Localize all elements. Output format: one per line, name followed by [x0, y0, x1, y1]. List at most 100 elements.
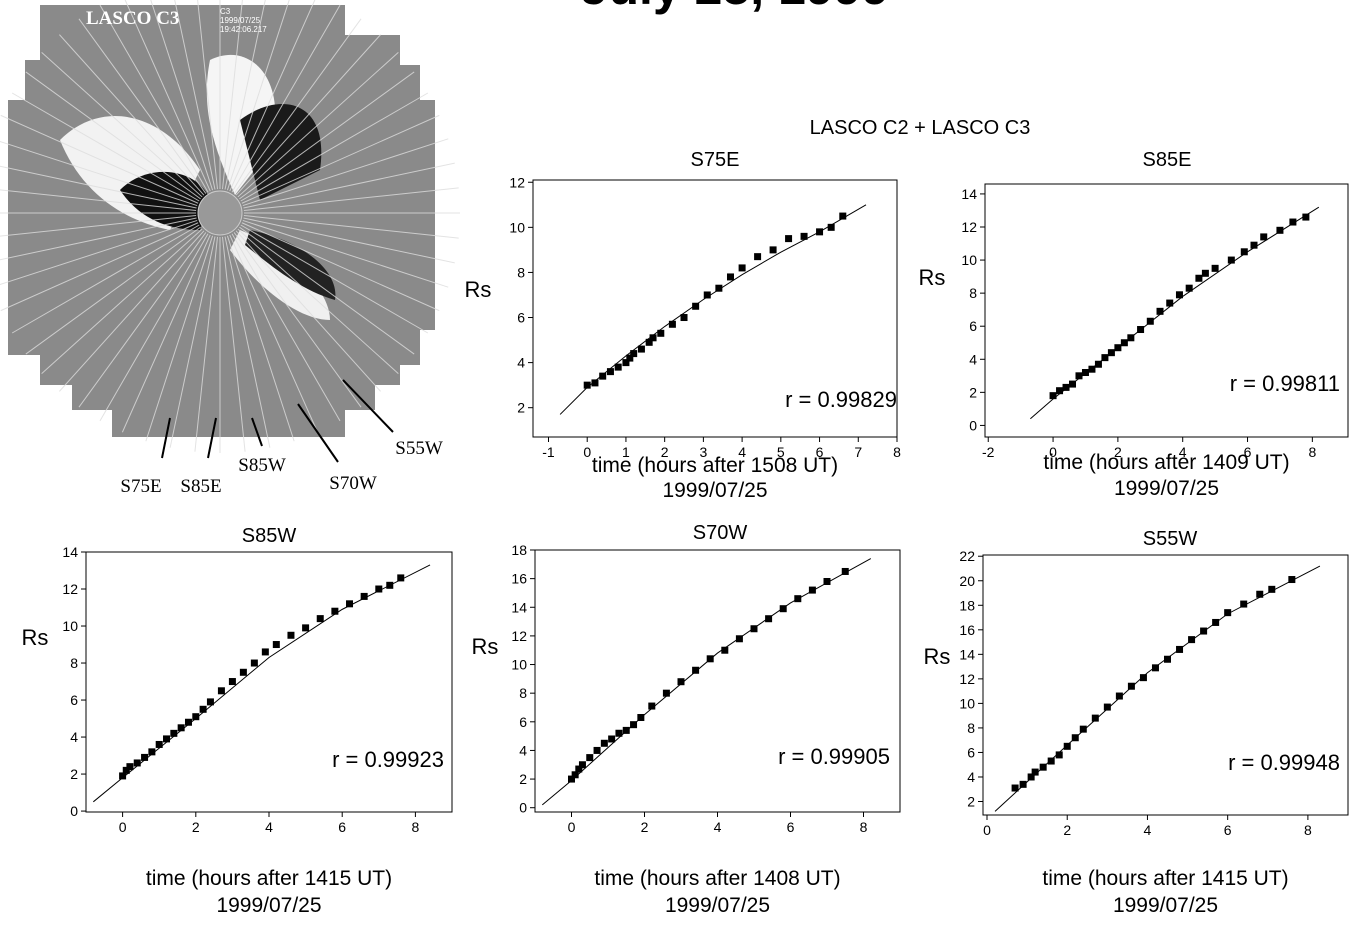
x-tick-label: 2: [661, 444, 669, 460]
data-point: [1081, 369, 1089, 377]
y-tick-label: 12: [511, 628, 527, 644]
data-point: [1127, 334, 1135, 342]
data-point: [1031, 768, 1039, 776]
ray: [0, 165, 197, 209]
ray: [0, 140, 198, 207]
data-point: [1019, 780, 1027, 788]
y-tick-label: 8: [969, 285, 977, 301]
data-point: [1201, 269, 1209, 277]
y-tick-label: 0: [519, 800, 527, 816]
data-point: [346, 600, 354, 608]
ray: [78, 232, 207, 408]
data-point: [206, 698, 214, 706]
data-point: [692, 666, 700, 674]
data-point: [250, 659, 258, 667]
ray: [99, 4, 209, 193]
occulter: [197, 190, 243, 236]
ray: [239, 71, 415, 200]
data-point: [1175, 291, 1183, 299]
ray: [242, 219, 449, 288]
data-point: [217, 687, 225, 695]
x-axis-label: time (hours after 1409 UT): [1043, 451, 1289, 474]
ray: [235, 230, 381, 392]
ray: [240, 224, 429, 334]
data-point: [1101, 354, 1109, 362]
x-tick-label: 0: [119, 819, 127, 835]
ray: [59, 230, 205, 392]
y-axis-label: Rs: [472, 634, 499, 659]
ray: [229, 234, 319, 433]
ray: [231, 4, 341, 193]
date-label: 1999/07/25: [1114, 477, 1219, 500]
x-tick-label: 3: [699, 444, 707, 460]
data-point: [1115, 692, 1123, 700]
data-point: [126, 763, 134, 771]
x-tick-label: 4: [1179, 444, 1187, 460]
data-point: [1114, 344, 1122, 352]
ray: [59, 34, 205, 196]
data-point: [1164, 655, 1172, 663]
ray: [237, 52, 399, 198]
data-point: [148, 748, 156, 756]
data-point: [841, 567, 849, 575]
chart-title: S75E: [691, 149, 740, 171]
data-point: [645, 338, 653, 346]
x-tick-label: 6: [338, 819, 346, 835]
plot-frame: [982, 554, 1349, 816]
x-tick-label: 0: [583, 444, 591, 460]
x-tick-label: 6: [1224, 822, 1232, 838]
data-point: [261, 648, 269, 656]
ray: [78, 18, 207, 194]
data-point: [630, 350, 638, 358]
y-axis-label: Rs: [919, 265, 946, 290]
data-point: [163, 735, 171, 743]
data-point: [626, 354, 634, 362]
y-tick-label: 10: [511, 657, 527, 673]
date-label: 1999/07/25: [216, 894, 321, 917]
x-tick-label: 1: [622, 444, 630, 460]
chart-title: S85E: [1143, 149, 1192, 171]
data-point: [1268, 585, 1276, 593]
ray: [243, 215, 459, 239]
data-point: [331, 607, 339, 615]
arrow: [297, 403, 339, 463]
data-point: [599, 372, 607, 380]
data-point: [155, 740, 163, 748]
data-point: [1195, 274, 1203, 282]
data-point: [1166, 299, 1174, 307]
fit-line: [93, 564, 431, 803]
data-point: [1088, 365, 1096, 373]
x-axis-label: time (hours after 1408 UT): [594, 867, 840, 890]
data-point: [1200, 627, 1208, 635]
y-tick-label: 6: [967, 744, 975, 760]
y-tick-label: 2: [517, 400, 525, 416]
ray: [235, 34, 381, 196]
data-point: [591, 379, 599, 387]
data-point: [754, 253, 762, 261]
y-axis-label: Rs: [22, 625, 49, 650]
data-point: [1055, 751, 1063, 759]
data-point: [1120, 339, 1128, 347]
data-point: [816, 228, 824, 236]
data-point: [1047, 757, 1055, 765]
data-point: [1188, 636, 1196, 644]
data-point: [827, 223, 835, 231]
data-point: [794, 595, 802, 603]
data-point: [630, 721, 638, 729]
data-point: [302, 624, 310, 632]
x-tick-label: 4: [265, 819, 273, 835]
ray: [0, 114, 199, 204]
x-tick-label: 2: [1063, 822, 1071, 838]
data-point: [1063, 742, 1071, 750]
plot-frame: [532, 179, 898, 438]
ray: [0, 215, 197, 237]
data-point: [715, 284, 723, 292]
data-point: [1137, 326, 1145, 334]
data-point: [1049, 392, 1057, 400]
y-tick-label: 10: [509, 219, 525, 235]
data-point: [600, 739, 608, 747]
data-point: [606, 368, 614, 376]
data-point: [750, 625, 758, 633]
data-point: [1256, 590, 1264, 598]
